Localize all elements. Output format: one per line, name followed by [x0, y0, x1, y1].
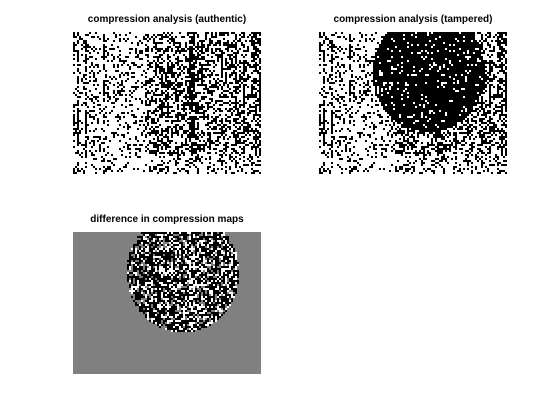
panel-authentic: compression analysis (authentic) — [73, 14, 261, 174]
panel-title: compression analysis (tampered) — [333, 14, 493, 25]
panel-tampered: compression analysis (tampered) — [319, 14, 507, 174]
compression-map-authentic — [73, 32, 261, 174]
difference-map — [73, 232, 261, 374]
compression-map-tampered — [319, 32, 507, 174]
panel-title: compression analysis (authentic) — [87, 14, 247, 25]
panel-title: difference in compression maps — [90, 214, 244, 225]
panel-difference: difference in compression maps — [73, 214, 261, 374]
